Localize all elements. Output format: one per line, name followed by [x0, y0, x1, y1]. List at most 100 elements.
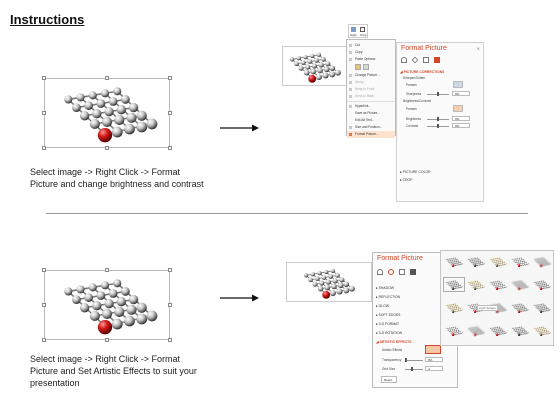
paste-keep-icon[interactable]: [355, 64, 361, 70]
resize-handle[interactable]: [42, 111, 46, 115]
section-picture-color[interactable]: ▸ PICTURE COLOR: [400, 170, 431, 174]
resize-handle[interactable]: [105, 76, 109, 80]
presets-brightness-dropdown[interactable]: [453, 105, 463, 112]
artistic-effect-thumbnail[interactable]: [488, 324, 508, 337]
section-divider: [46, 213, 528, 214]
menu-item-send-to-back[interactable]: Send to Back: [347, 93, 395, 100]
style-icon[interactable]: [351, 27, 356, 32]
paste-icon: [349, 58, 352, 61]
artistic-effect-thumbnail[interactable]: [466, 324, 486, 337]
label-presets-sharpen: Presets: [406, 83, 417, 87]
caption-line: Select image -> Right Click -> Format: [30, 167, 181, 177]
reset-button[interactable]: Reset: [381, 376, 397, 383]
layout-icon[interactable]: [423, 57, 429, 63]
slider-knob[interactable]: [437, 117, 439, 121]
section-soft-edges[interactable]: ▸ SOFT EDGES: [376, 313, 401, 317]
fill-line-icon[interactable]: [377, 269, 383, 275]
layout-icon[interactable]: [399, 269, 405, 275]
contrast-slider[interactable]: [427, 124, 449, 128]
pyramid-image-selected[interactable]: [42, 268, 172, 342]
transparency-value-input[interactable]: 0%: [425, 357, 443, 362]
artistic-effect-thumbnail[interactable]: [532, 255, 552, 268]
artistic-effect-thumbnail[interactable]: [488, 278, 508, 291]
menu-item-change-picture[interactable]: Change Picture...: [347, 72, 395, 79]
artistic-effect-thumbnail[interactable]: [488, 255, 508, 268]
slider-knob[interactable]: [437, 92, 439, 96]
section-reflection[interactable]: ▸ REFLECTION: [376, 295, 401, 299]
artistic-effect-thumbnail[interactable]: [444, 301, 464, 314]
pyramid-image: [303, 268, 356, 300]
menu-item-cut[interactable]: Cut: [347, 42, 395, 49]
artistic-effect-thumbnail[interactable]: [444, 255, 464, 268]
effects-icon[interactable]: [411, 56, 419, 64]
pyramid-image-selected[interactable]: [42, 76, 172, 150]
crop-icon[interactable]: [360, 27, 365, 32]
menu-item-copy[interactable]: Copy: [347, 49, 395, 56]
menu-item-edit-alt-text[interactable]: Edit Alt Text...: [355, 118, 375, 122]
menu-item-save-as-picture[interactable]: Save as Picture...: [355, 111, 380, 115]
artistic-effect-thumbnail[interactable]: [443, 277, 465, 292]
menu-item-size-position[interactable]: Size and Position...: [347, 124, 395, 131]
resize-handle[interactable]: [168, 111, 172, 115]
artistic-effect-thumbnail[interactable]: [532, 324, 552, 337]
artistic-effect-thumbnail[interactable]: [444, 324, 464, 337]
section-picture-corrections[interactable]: ◢ PICTURE CORRECTIONS: [400, 70, 445, 74]
section-crop[interactable]: ▸ CROP: [400, 178, 413, 182]
resize-handle[interactable]: [42, 146, 46, 150]
resize-handle[interactable]: [168, 338, 172, 342]
pyramid-image-thumb: [286, 262, 372, 302]
resize-handle[interactable]: [42, 303, 46, 307]
artistic-effect-thumbnail[interactable]: [510, 324, 530, 337]
presets-sharpen-dropdown[interactable]: [453, 81, 463, 88]
brightness-value-input[interactable]: 0%: [452, 116, 470, 121]
contrast-value-input[interactable]: 0%: [452, 123, 470, 128]
resize-handle[interactable]: [168, 268, 172, 272]
slider-knob[interactable]: [405, 358, 407, 362]
slider-knob[interactable]: [411, 367, 413, 371]
resize-handle[interactable]: [168, 146, 172, 150]
artistic-effect-thumbnail[interactable]: [532, 278, 552, 291]
artistic-effects-dropdown[interactable]: [425, 345, 441, 354]
resize-handle[interactable]: [105, 268, 109, 272]
transparency-slider[interactable]: [405, 358, 423, 362]
grid-size-slider[interactable]: [405, 367, 423, 371]
section-glow[interactable]: ▸ GLOW: [376, 304, 390, 308]
artistic-effect-thumbnail[interactable]: [532, 301, 552, 314]
resize-handle[interactable]: [105, 146, 109, 150]
slider-knob[interactable]: [437, 124, 439, 128]
effects-icon[interactable]: [388, 269, 394, 275]
resize-handle[interactable]: [42, 268, 46, 272]
section-3d-format[interactable]: ▸ 3-D FORMAT: [376, 322, 400, 326]
section-3d-rotation[interactable]: ▸ 3-D ROTATION: [376, 331, 403, 335]
grid-size-value-input[interactable]: 4: [425, 366, 443, 371]
menu-item-paste-options[interactable]: Paste Options:: [347, 56, 395, 63]
picture-icon[interactable]: [410, 269, 416, 275]
resize-handle[interactable]: [42, 338, 46, 342]
artistic-effect-thumbnail[interactable]: [510, 278, 530, 291]
resize-handle[interactable]: [168, 76, 172, 80]
close-icon[interactable]: ✕: [476, 46, 480, 51]
sharpness-value-input[interactable]: 0%: [452, 91, 470, 96]
step-1-caption: Select image -> Right Click -> Format Pi…: [30, 166, 250, 190]
artistic-effects-gallery: Light Screen: [440, 250, 554, 346]
resize-handle[interactable]: [42, 76, 46, 80]
section-artistic-effects[interactable]: ◢ ARTISTIC EFFECTS: [376, 340, 412, 344]
picture-icon[interactable]: [434, 57, 440, 63]
brightness-slider[interactable]: [427, 117, 449, 121]
fill-line-icon[interactable]: [401, 57, 407, 63]
artistic-effect-thumbnail[interactable]: [510, 255, 530, 268]
menu-item-hyperlink[interactable]: Hyperlink...: [347, 103, 395, 110]
artistic-effect-thumbnail[interactable]: [466, 278, 486, 291]
section-shadow[interactable]: ▸ SHADOW: [376, 286, 394, 290]
paste-option-icons[interactable]: [347, 63, 395, 72]
artistic-effect-thumbnail[interactable]: [510, 301, 530, 314]
sharpness-slider[interactable]: [427, 92, 449, 96]
format-picture-icon: [349, 133, 352, 136]
menu-item-bring-to-front[interactable]: Bring to Front: [347, 86, 395, 93]
menu-item-group[interactable]: Group: [347, 79, 395, 86]
resize-handle[interactable]: [105, 338, 109, 342]
menu-item-format-picture[interactable]: Format Picture...: [347, 131, 395, 138]
paste-picture-icon[interactable]: [363, 64, 369, 70]
resize-handle[interactable]: [168, 303, 172, 307]
artistic-effect-thumbnail[interactable]: [466, 255, 486, 268]
